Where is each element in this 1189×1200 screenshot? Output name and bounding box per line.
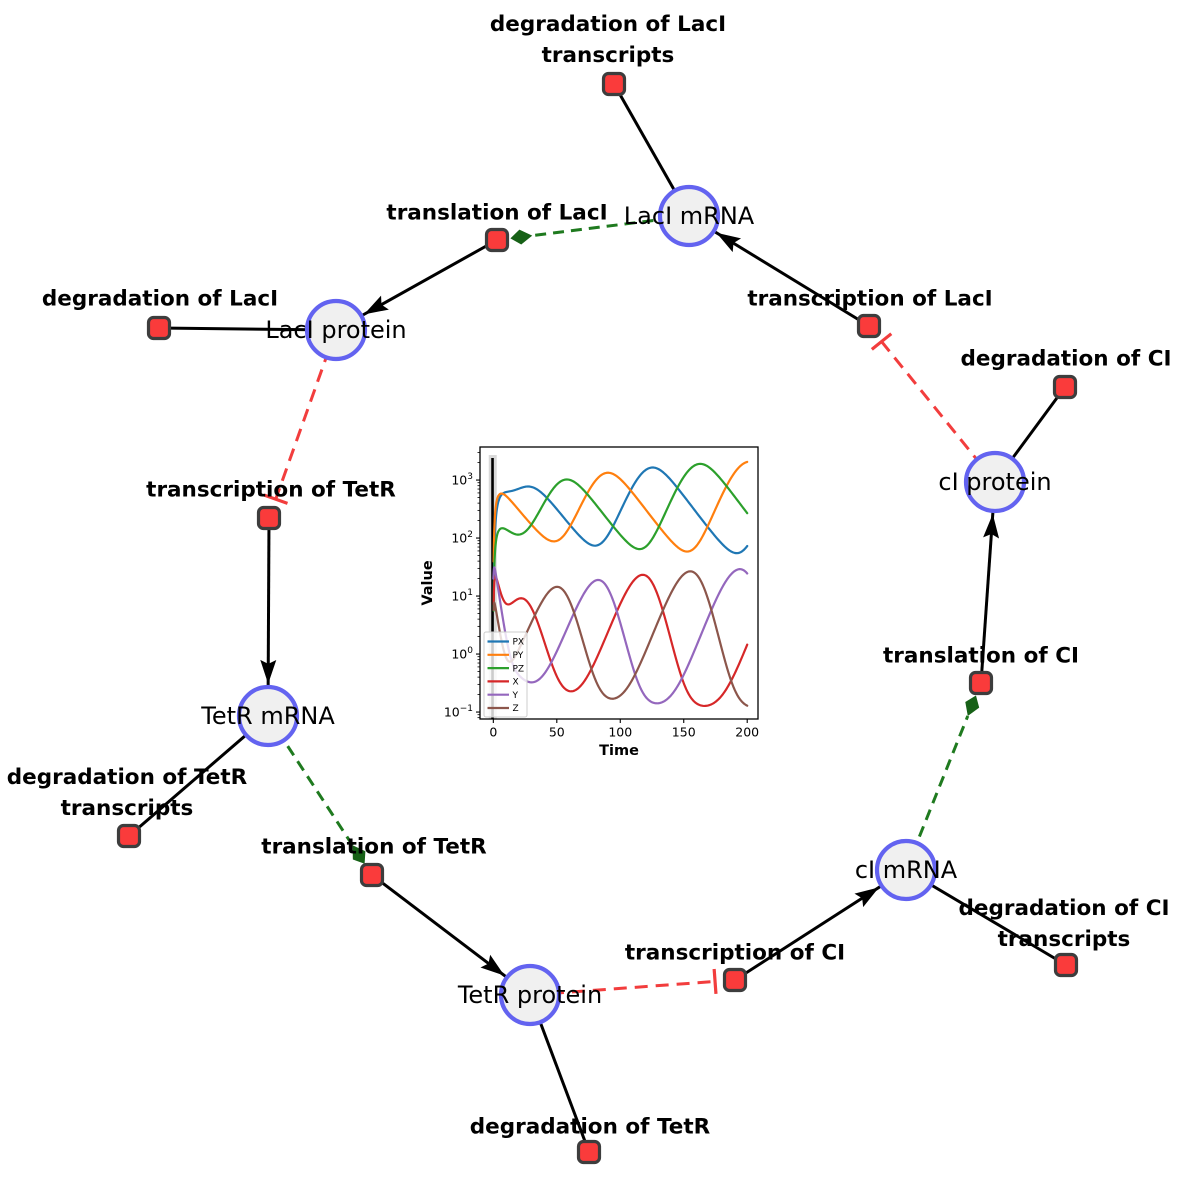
x-tick-label: 150	[672, 725, 696, 740]
x-tick-label: 0	[489, 725, 497, 740]
reaction-node-deg-laci-tx[interactable]	[601, 71, 627, 97]
species-node-laci-protein[interactable]	[304, 298, 368, 362]
legend-entry-label-y: Y	[512, 691, 519, 701]
timecourse-inset-chart: 0 50 100 150 20010−1100101102103TimeValuePXP…	[420, 446, 759, 759]
y-tick-label: 103	[451, 472, 473, 488]
legend-entry-label-py: PY	[513, 651, 524, 661]
edge-tx-tetr-to-tetr-mrna	[260, 517, 277, 717]
reaction-node-tx-tetr[interactable]	[256, 505, 282, 531]
species-node-laci-mrna[interactable]	[657, 184, 721, 248]
chart-legend: PX PY PZ XYZ	[483, 631, 528, 718]
species-node-tetr-protein[interactable]	[498, 963, 562, 1027]
reaction-node-deg-laci[interactable]	[146, 315, 172, 341]
modifier-diamond-arrowhead	[510, 229, 533, 245]
series-line-px	[492, 466, 749, 609]
legend-entry-label-pz: PZ	[513, 664, 525, 674]
reaction-node-tl-ci[interactable]	[968, 670, 994, 696]
series-line-pz	[492, 462, 749, 612]
nodes-layer	[116, 71, 1079, 1165]
reaction-node-tx-laci[interactable]	[856, 313, 882, 339]
series-line-py	[492, 460, 749, 563]
edge-tx-ci-to-ci-mrna	[734, 868, 907, 982]
edge-tx-laci-to-laci-mrna	[688, 214, 870, 328]
inhibition-tee-bar	[870, 332, 893, 351]
y-tick-label: 10−1	[444, 704, 473, 720]
modifier-diamond-arrowhead	[352, 845, 366, 864]
edge-tl-tetr-to-tetr-protein	[371, 873, 531, 997]
production-edge-line	[688, 214, 870, 328]
production-arrowhead	[364, 295, 389, 315]
legend-entry-label-x: X	[513, 678, 519, 688]
reaction-node-deg-tetr[interactable]	[576, 1139, 602, 1165]
x-axis-label: Time	[599, 743, 639, 759]
inhibition-tee-bar	[263, 493, 289, 505]
series-line-y	[492, 566, 749, 705]
species-node-ci-mrna[interactable]	[874, 838, 938, 902]
reaction-node-deg-ci[interactable]	[1052, 374, 1078, 400]
x-tick-label: 50	[549, 725, 565, 740]
reaction-node-deg-ci-tx[interactable]	[1053, 952, 1079, 978]
series-line-z	[492, 570, 749, 707]
x-tick-label: 100	[608, 725, 632, 740]
reaction-node-tl-laci[interactable]	[484, 227, 510, 253]
y-tick-label: 101	[451, 588, 473, 604]
production-arrowhead	[260, 659, 277, 684]
species-node-tetr-mrna[interactable]	[236, 684, 300, 748]
production-arrowhead	[480, 954, 505, 976]
legend-entry-label-z: Z	[513, 704, 519, 714]
y-tick-label: 102	[451, 530, 473, 546]
edge-tl-ci-to-ci-protein	[979, 481, 1000, 684]
modifier-diamond-arrowhead	[965, 695, 980, 716]
y-axis-label: Value	[420, 560, 436, 606]
chart-series-group	[492, 460, 749, 708]
inhibition-tee-bar	[712, 968, 718, 995]
axes-spines	[479, 446, 759, 720]
production-arrowhead	[716, 232, 742, 253]
species-node-ci-protein[interactable]	[963, 450, 1027, 514]
y-tick-label: 100	[451, 646, 473, 662]
legend-entry-label-px: PX	[513, 638, 525, 648]
reaction-node-tx-ci[interactable]	[722, 967, 748, 993]
reaction-node-tl-tetr[interactable]	[359, 862, 385, 888]
edges-layer	[128, 83, 1067, 1153]
production-arrowhead	[983, 514, 1000, 539]
production-arrowhead	[854, 887, 879, 908]
series-line-x	[492, 573, 749, 708]
reaction-node-deg-tetr-tx[interactable]	[116, 823, 142, 849]
x-tick-label: 200	[735, 725, 759, 740]
